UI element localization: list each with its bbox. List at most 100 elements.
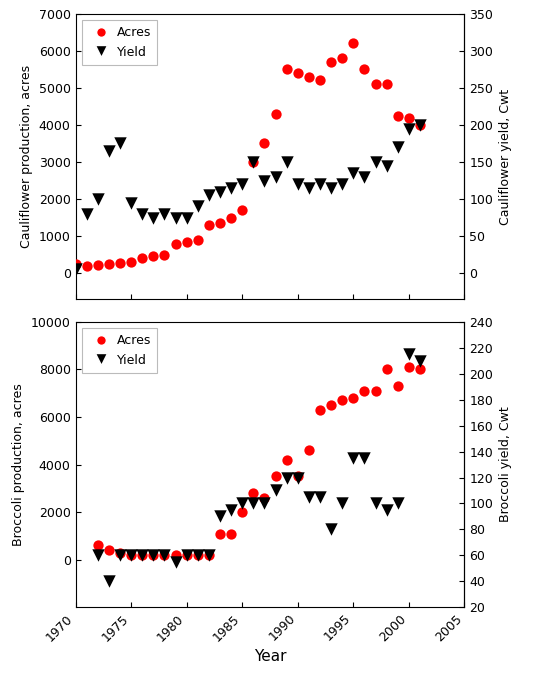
Point [282, 64, 291, 75]
Point [60, 259, 69, 270]
Point [360, 385, 369, 396]
Point [394, 498, 402, 509]
Point [205, 549, 213, 560]
Point [160, 550, 169, 561]
Point [371, 79, 380, 90]
Point [49, 193, 58, 204]
Point [205, 219, 213, 230]
Point [404, 123, 413, 134]
Point [260, 175, 269, 186]
Legend: Acres, Yield: Acres, Yield [82, 328, 158, 373]
Y-axis label: Broccoli yield, Cwt: Broccoli yield, Cwt [499, 406, 512, 522]
Point [193, 550, 202, 561]
Y-axis label: Broccoli production, acres: Broccoli production, acres [12, 383, 25, 546]
Point [305, 491, 313, 502]
Point [138, 208, 146, 219]
Point [349, 453, 357, 464]
Point [404, 349, 413, 360]
Point [16, 264, 24, 275]
Point [127, 197, 136, 208]
Point [171, 549, 180, 560]
Point [394, 141, 402, 152]
Point [83, 260, 91, 271]
Point [316, 404, 325, 415]
Point [193, 235, 202, 246]
Point [293, 179, 302, 190]
Point [249, 157, 258, 168]
Point [38, 261, 46, 272]
Point [71, 258, 80, 269]
Point [93, 193, 102, 204]
Point [394, 381, 402, 392]
Y-axis label: Cauliflower yield, Cwt: Cauliflower yield, Cwt [499, 88, 512, 224]
Point [227, 504, 235, 515]
Point [27, 168, 36, 179]
Point [215, 186, 224, 197]
Point [116, 550, 124, 561]
Point [205, 190, 213, 201]
Point [349, 393, 357, 404]
Legend: Acres, Yield: Acres, Yield [82, 20, 158, 65]
Point [183, 212, 191, 223]
Point [316, 491, 325, 502]
Point [238, 498, 247, 509]
Point [371, 385, 380, 396]
Point [249, 498, 258, 509]
Point [227, 182, 235, 193]
Point [360, 64, 369, 75]
Point [293, 68, 302, 79]
Point [27, 262, 36, 273]
Point [160, 208, 169, 219]
Point [93, 540, 102, 551]
Point [282, 472, 291, 483]
Point [149, 251, 158, 262]
Point [416, 119, 424, 130]
Point [227, 528, 235, 539]
Point [327, 524, 335, 535]
Point [305, 182, 313, 193]
Point [183, 236, 191, 247]
Point [371, 157, 380, 168]
Y-axis label: Cauliflower production, acres: Cauliflower production, acres [20, 65, 33, 248]
X-axis label: Year: Year [254, 649, 286, 664]
Point [416, 119, 424, 130]
Point [149, 212, 158, 223]
Point [305, 71, 313, 82]
Point [338, 395, 347, 406]
Point [416, 364, 424, 375]
Point [227, 212, 235, 223]
Point [215, 528, 224, 539]
Point [160, 249, 169, 260]
Point [271, 471, 280, 482]
Point [238, 205, 247, 216]
Point [183, 549, 191, 560]
Point [293, 472, 302, 483]
Point [38, 160, 46, 171]
Point [260, 138, 269, 149]
Point [171, 238, 180, 249]
Point [105, 544, 113, 555]
Point [183, 550, 191, 561]
Point [193, 549, 202, 560]
Point [327, 182, 335, 193]
Point [360, 453, 369, 464]
Point [116, 547, 124, 558]
Point [60, 201, 69, 212]
Point [271, 171, 280, 182]
Point [382, 364, 391, 375]
Point [138, 550, 146, 561]
Point [71, 264, 80, 275]
Point [127, 549, 136, 560]
Point [305, 445, 313, 456]
Point [271, 108, 280, 119]
Point [149, 550, 158, 561]
Point [215, 217, 224, 228]
Point [238, 506, 247, 518]
Point [349, 168, 357, 179]
Point [149, 549, 158, 560]
Point [105, 146, 113, 157]
Point [293, 471, 302, 482]
Point [83, 208, 91, 219]
Point [371, 498, 380, 509]
Point [127, 257, 136, 268]
